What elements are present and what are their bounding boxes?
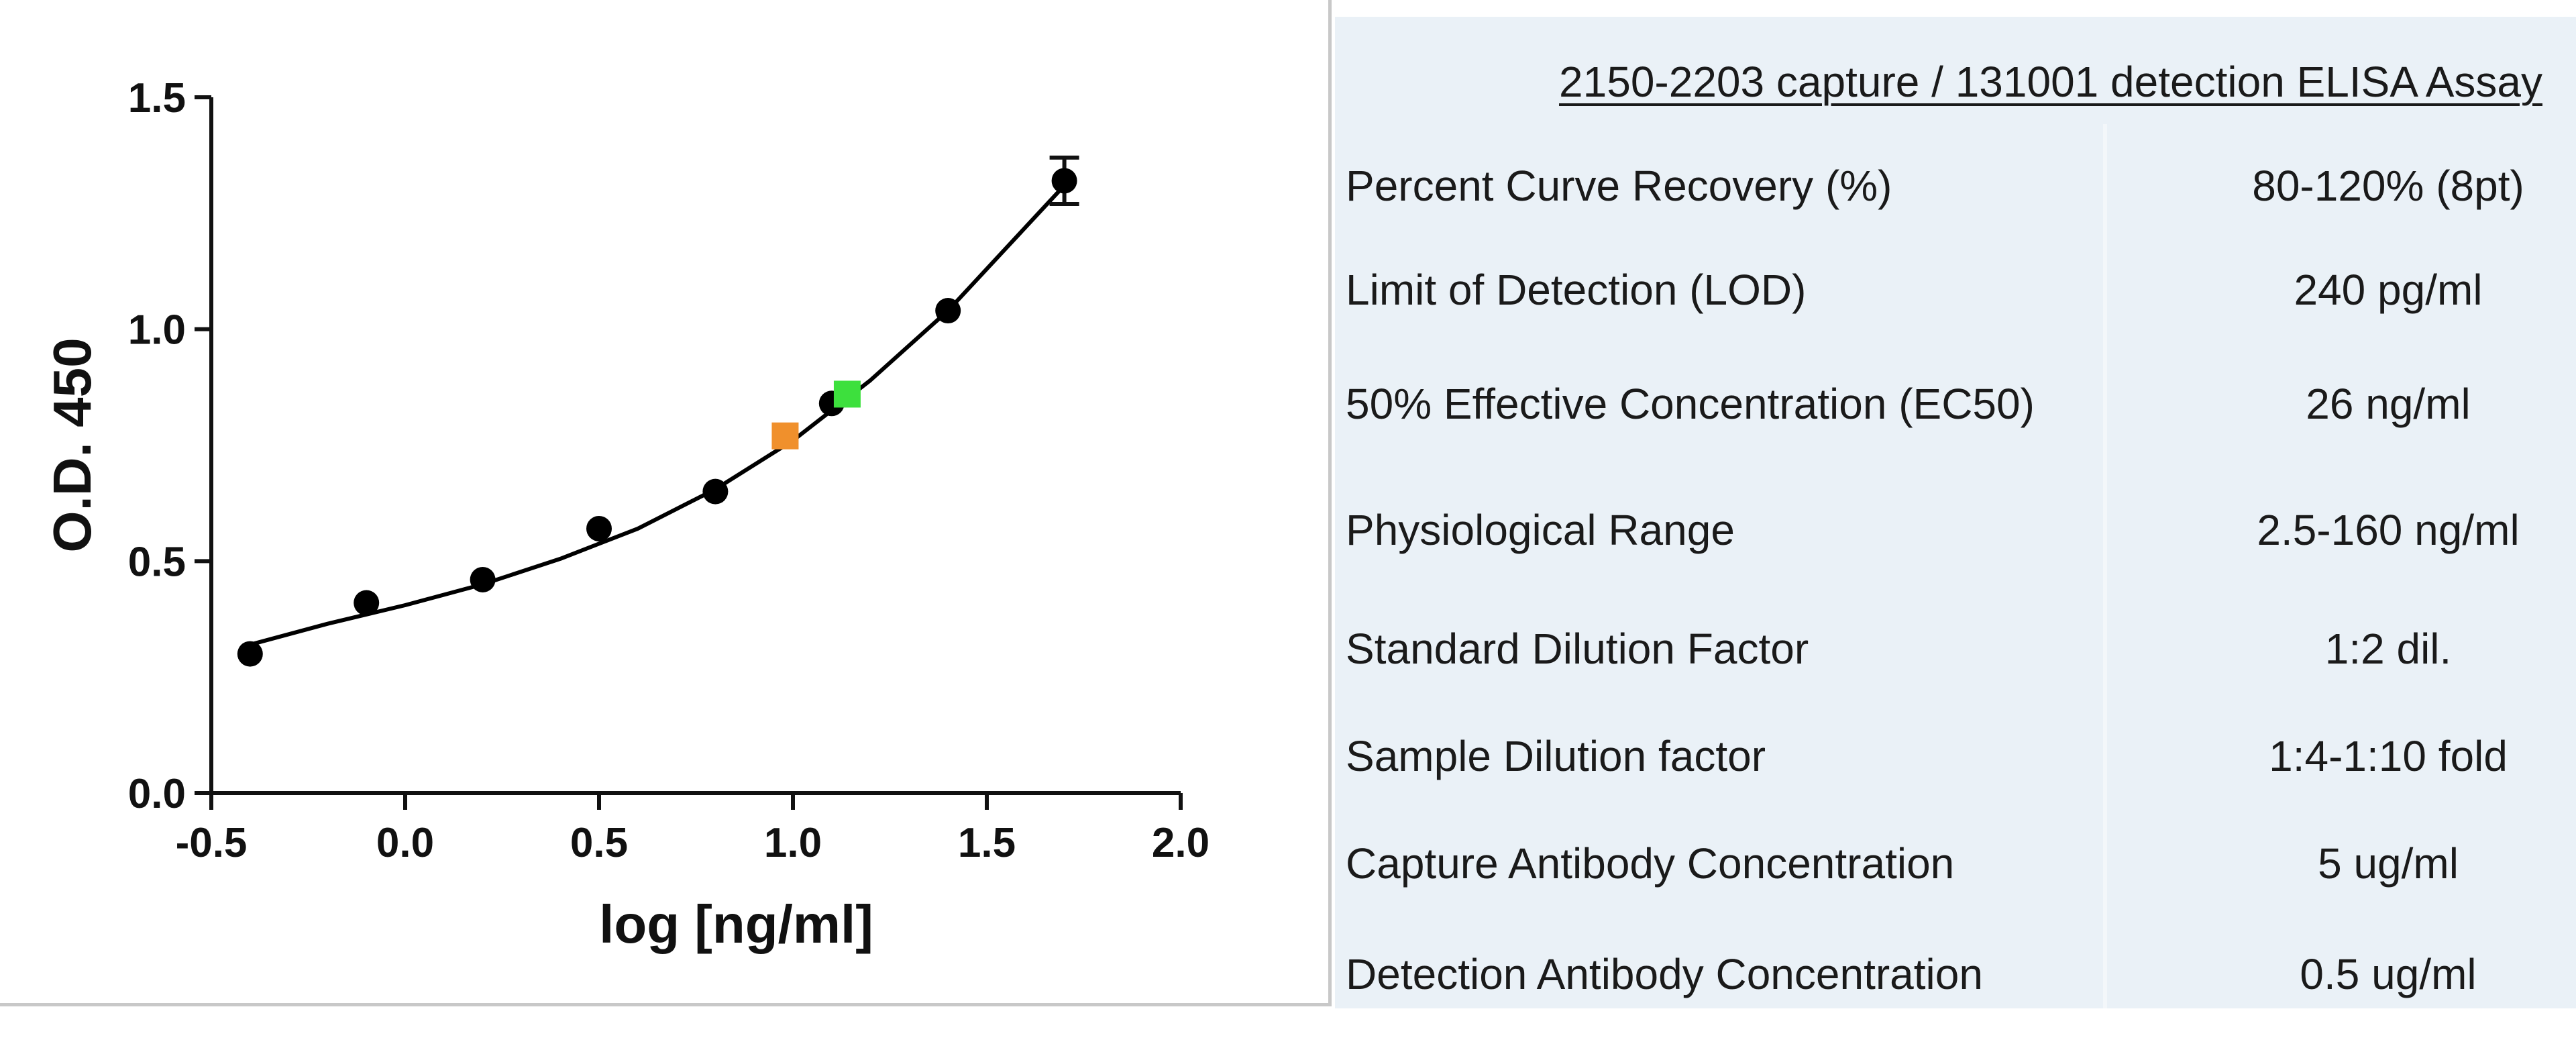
highlight-point — [833, 380, 861, 408]
row-label: 50% Effective Concentration (EC50) — [1346, 380, 2035, 428]
highlight-point — [771, 422, 799, 450]
table-row: Limit of Detection (LOD) 240 pg/ml — [1335, 265, 2576, 366]
chart-panel: -0.5 0.0 0.5 1.0 1.5 2.0 0.0 0.5 1.0 1.5 log [ng/m… — [0, 0, 1332, 1006]
row-value: 26 ng/ml — [2306, 380, 2471, 428]
data-point — [237, 641, 263, 667]
row-label: Standard Dilution Factor — [1346, 625, 1809, 673]
fit-curve — [250, 184, 1066, 647]
x-tick-label: 1.5 — [958, 820, 1016, 866]
x-axis-title: log [ng/ml] — [599, 894, 873, 954]
axes — [195, 95, 1183, 810]
data-point — [1051, 168, 1077, 194]
row-value: 1:4-1:10 fold — [2269, 732, 2508, 780]
table-row: Detection Antibody Concentration 0.5 ug/… — [1335, 949, 2576, 1050]
table-title: 2150-2203 capture / 131001 detection ELI… — [1559, 58, 2542, 106]
y-axis-title: O.D. 450 — [42, 337, 102, 552]
y-tick-label: 0.5 — [128, 539, 186, 585]
table-row: Capture Antibody Concentration 5 ug/ml — [1335, 839, 2576, 939]
fit-curve-layer — [250, 184, 1066, 647]
y-tick-label: 1.5 — [128, 75, 186, 121]
row-label: Physiological Range — [1346, 506, 1735, 554]
row-value: 1:2 dil. — [2324, 625, 2452, 673]
data-points-layer — [237, 155, 1079, 667]
data-point — [470, 566, 496, 592]
row-label: Detection Antibody Concentration — [1346, 950, 1983, 998]
table-row: 50% Effective Concentration (EC50) 26 ng… — [1335, 379, 2576, 480]
x-tick-label: -0.5 — [176, 820, 248, 866]
x-tick-label: 0.5 — [570, 820, 628, 866]
y-tick-label: 0.0 — [128, 771, 186, 817]
table-row: Physiological Range 2.5-160 ng/ml — [1335, 505, 2576, 606]
row-value: 80-120% (8pt) — [2252, 162, 2524, 210]
row-value: 5 ug/ml — [2318, 839, 2459, 888]
row-label: Percent Curve Recovery (%) — [1346, 162, 1892, 210]
row-value: 0.5 ug/ml — [2300, 950, 2477, 998]
table-row: Standard Dilution Factor 1:2 dil. — [1335, 624, 2576, 725]
data-point — [702, 478, 729, 505]
table-row: Sample Dilution factor 1:4-1:10 fold — [1335, 731, 2576, 832]
data-point — [935, 298, 961, 324]
x-tick-label: 1.0 — [764, 820, 822, 866]
data-point — [586, 515, 612, 541]
assay-info-table: 2150-2203 capture / 131001 detection ELI… — [1335, 17, 2576, 1008]
data-point — [354, 590, 380, 616]
row-value: 2.5-160 ng/ml — [2257, 506, 2520, 554]
row-label: Sample Dilution factor — [1346, 732, 1766, 780]
row-value: 240 pg/ml — [2294, 266, 2483, 314]
table-row: Percent Curve Recovery (%) 80-120% (8pt) — [1335, 161, 2576, 262]
y-tick-label: 1.0 — [128, 307, 186, 354]
column-divider — [2103, 124, 2107, 1008]
row-label: Capture Antibody Concentration — [1346, 839, 1955, 888]
x-tick-label: 2.0 — [1152, 820, 1210, 866]
row-label: Limit of Detection (LOD) — [1346, 266, 1807, 314]
x-tick-label: 0.0 — [376, 820, 434, 866]
